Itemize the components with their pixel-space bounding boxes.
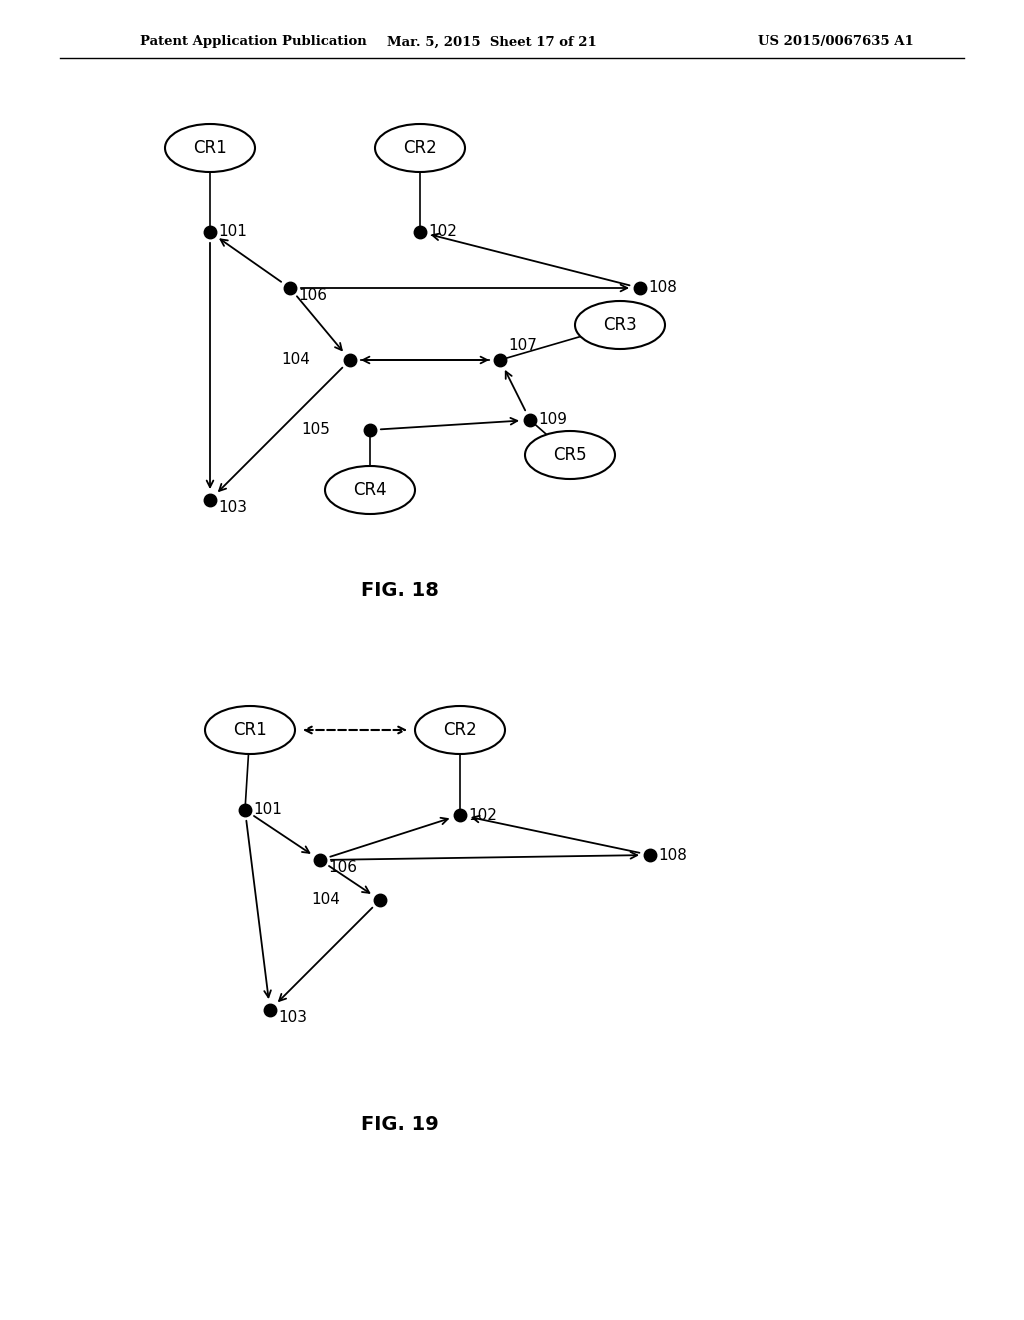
Text: 103: 103 [218, 500, 247, 516]
Ellipse shape [325, 466, 415, 513]
Text: 101: 101 [218, 224, 247, 239]
Text: 108: 108 [658, 847, 687, 862]
Text: 104: 104 [311, 892, 340, 908]
Text: CR1: CR1 [194, 139, 227, 157]
Text: Patent Application Publication: Patent Application Publication [140, 36, 367, 49]
Text: 102: 102 [428, 224, 457, 239]
Ellipse shape [415, 706, 505, 754]
Text: 103: 103 [278, 1011, 307, 1026]
Text: 109: 109 [538, 412, 567, 428]
Text: 105: 105 [301, 422, 330, 437]
Text: 106: 106 [328, 861, 357, 875]
Text: CR5: CR5 [553, 446, 587, 465]
Text: CR2: CR2 [443, 721, 477, 739]
Text: 104: 104 [282, 352, 310, 367]
Ellipse shape [575, 301, 665, 348]
Text: US 2015/0067635 A1: US 2015/0067635 A1 [758, 36, 914, 49]
Text: CR1: CR1 [233, 721, 267, 739]
Text: FIG. 19: FIG. 19 [361, 1115, 439, 1134]
Ellipse shape [205, 706, 295, 754]
Text: FIG. 18: FIG. 18 [361, 581, 439, 599]
Text: CR2: CR2 [403, 139, 437, 157]
Text: 101: 101 [253, 803, 282, 817]
Text: 108: 108 [648, 281, 677, 296]
Ellipse shape [375, 124, 465, 172]
Text: 107: 107 [508, 338, 537, 354]
Text: CR4: CR4 [353, 480, 387, 499]
Text: 102: 102 [468, 808, 497, 822]
Text: Mar. 5, 2015  Sheet 17 of 21: Mar. 5, 2015 Sheet 17 of 21 [387, 36, 597, 49]
Text: 106: 106 [298, 289, 327, 304]
Ellipse shape [525, 432, 615, 479]
Text: CR3: CR3 [603, 315, 637, 334]
Ellipse shape [165, 124, 255, 172]
